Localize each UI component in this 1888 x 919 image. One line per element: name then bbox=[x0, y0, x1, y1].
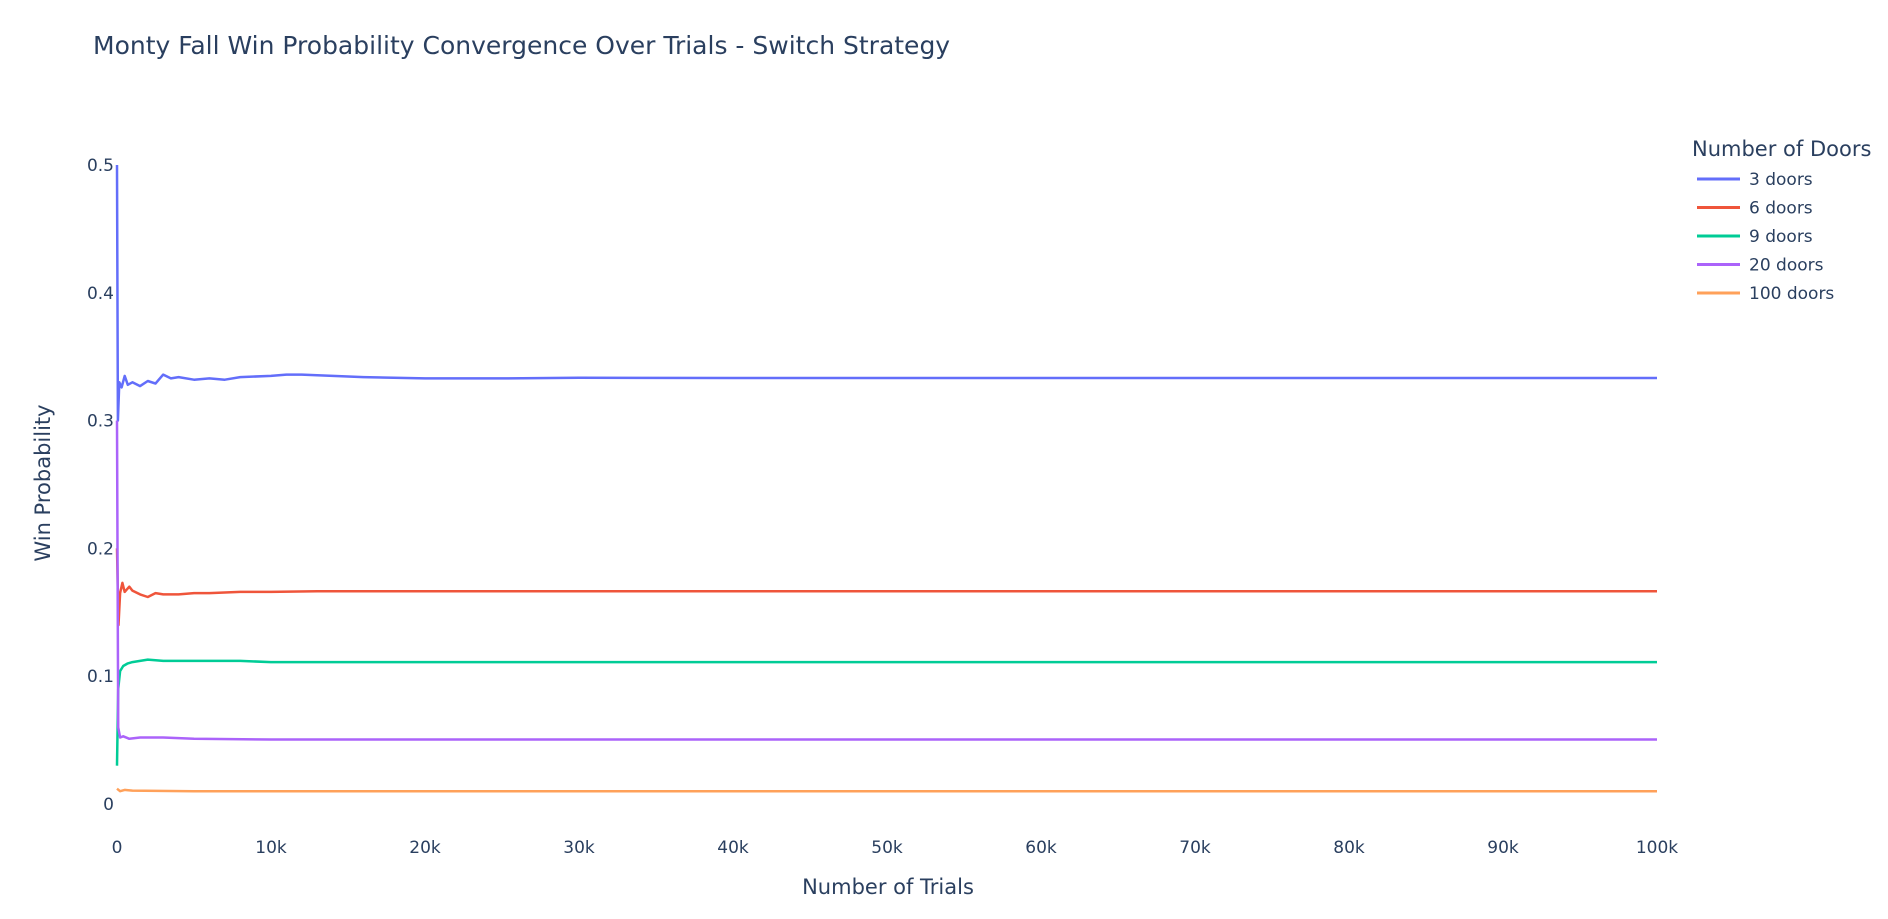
x-tick-label: 70k bbox=[1179, 838, 1211, 858]
legend-label: 100 doors bbox=[1749, 284, 1834, 304]
x-tick-label: 20k bbox=[409, 838, 441, 858]
legend-label: 20 doors bbox=[1749, 256, 1824, 276]
y-axis-ticks: 0 0.1 0.2 0.3 0.4 0.5 bbox=[87, 156, 114, 815]
legend-item[interactable]: 3 doors bbox=[1697, 170, 1813, 190]
y-axis-title: Win Probability bbox=[31, 404, 55, 561]
series-line-100-doors bbox=[116, 787, 1657, 793]
x-axis-title: Number of Trials bbox=[802, 875, 974, 899]
x-tick-label: 40k bbox=[717, 838, 749, 858]
y-tick-label: 0.2 bbox=[87, 539, 114, 559]
x-tick-label: 10k bbox=[255, 838, 287, 858]
y-tick-label: 0.1 bbox=[87, 667, 114, 687]
x-tick-label: 90k bbox=[1487, 838, 1519, 858]
x-tick-label: 60k bbox=[1025, 838, 1057, 858]
plot-area bbox=[115, 164, 1657, 793]
x-tick-label: 30k bbox=[563, 838, 595, 858]
legend-item[interactable]: 20 doors bbox=[1697, 256, 1824, 276]
y-tick-label: 0.4 bbox=[87, 284, 114, 304]
series-line-6-doors bbox=[115, 548, 1657, 627]
series-line-9-doors bbox=[115, 658, 1657, 766]
x-tick-label: 50k bbox=[871, 838, 903, 858]
legend-label: 6 doors bbox=[1749, 199, 1813, 219]
x-axis-ticks: 0 10k 20k 30k 40k 50k 60k 70k 80k 90k 100k bbox=[112, 838, 1679, 858]
legend-item[interactable]: 9 doors bbox=[1697, 227, 1813, 247]
legend: Number of Doors 3 doors 6 doors 9 doors 20 … bbox=[1692, 137, 1871, 304]
series-line-20-doors bbox=[115, 420, 1657, 741]
chart-title: Monty Fall Win Probability Convergence O… bbox=[93, 31, 950, 60]
y-tick-label: 0 bbox=[103, 795, 114, 815]
legend-item[interactable]: 6 doors bbox=[1697, 199, 1813, 219]
y-tick-label: 0.5 bbox=[87, 156, 114, 176]
x-tick-label: 100k bbox=[1636, 838, 1678, 858]
series-line-3-doors bbox=[115, 164, 1657, 422]
legend-title: Number of Doors bbox=[1692, 137, 1871, 161]
y-tick-label: 0.3 bbox=[87, 412, 114, 432]
x-tick-label: 0 bbox=[112, 838, 123, 858]
legend-label: 3 doors bbox=[1749, 170, 1813, 190]
legend-label: 9 doors bbox=[1749, 227, 1813, 247]
x-tick-label: 80k bbox=[1333, 838, 1365, 858]
legend-item[interactable]: 100 doors bbox=[1697, 284, 1834, 304]
